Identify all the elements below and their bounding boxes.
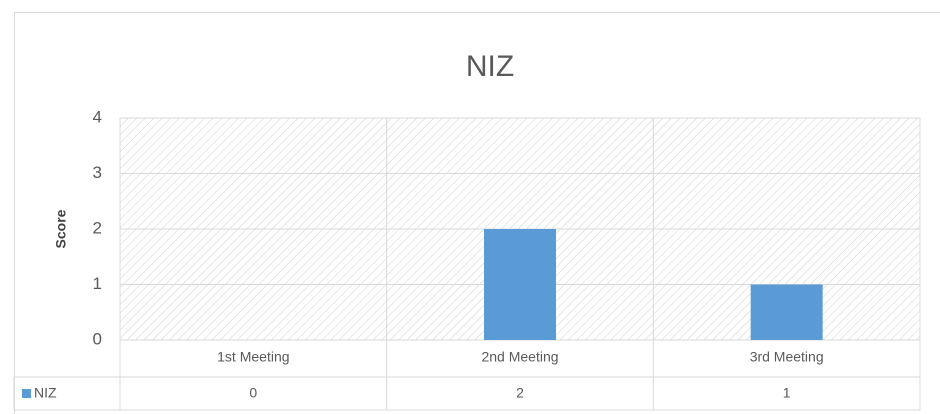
chart-title: NIZ (466, 50, 514, 83)
x-tick-label: 1st Meeting (217, 349, 289, 365)
y-tick-label: 4 (93, 107, 102, 126)
table-value: 2 (516, 385, 524, 401)
table-value: 1 (783, 385, 791, 401)
y-tick-label: 0 (93, 329, 102, 348)
y-tick-label: 3 (93, 163, 102, 182)
legend-key (22, 389, 31, 398)
y-axis-label: Score (53, 209, 69, 248)
legend-label: NIZ (34, 385, 57, 401)
y-tick-label: 2 (93, 218, 102, 237)
bar (750, 284, 823, 340)
table-value: 0 (249, 385, 257, 401)
x-tick-label: 3rd Meeting (750, 349, 824, 365)
y-tick-label: 1 (93, 274, 102, 293)
x-tick-label: 2nd Meeting (481, 349, 558, 365)
bar (484, 229, 556, 340)
